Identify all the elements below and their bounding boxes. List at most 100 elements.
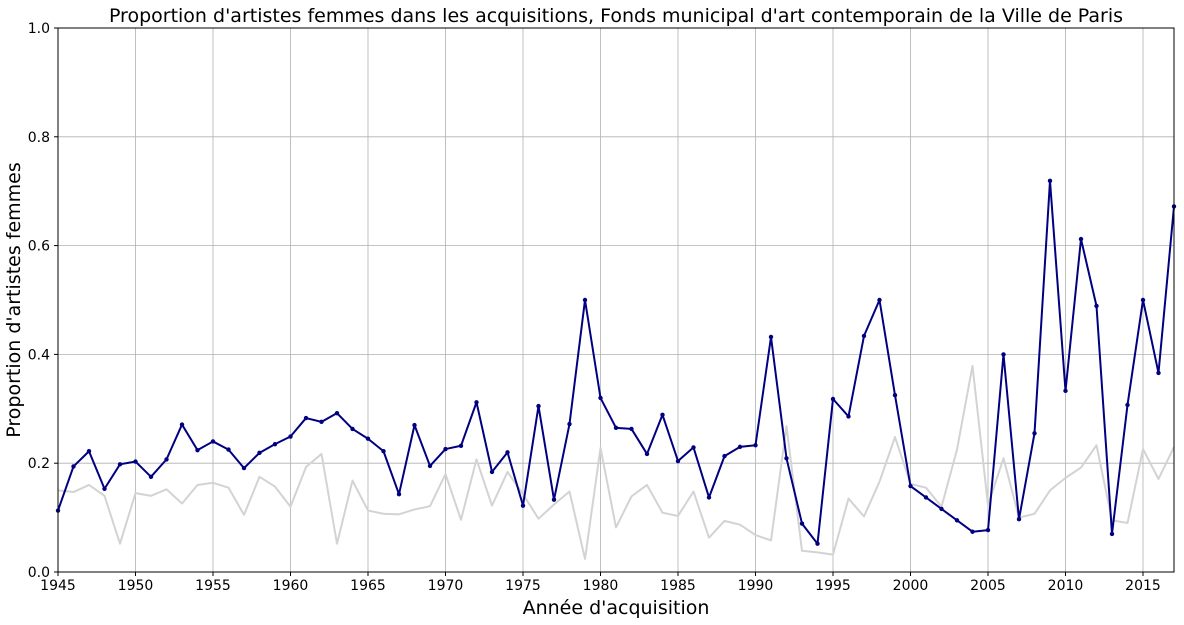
data-point [660, 412, 665, 417]
x-tick-label: 1985 [660, 578, 696, 594]
data-point [489, 469, 495, 475]
data-point [427, 463, 433, 469]
data-point [567, 421, 572, 427]
data-point [474, 400, 479, 405]
plot-area-frame [57, 27, 1175, 573]
data-point [582, 297, 588, 303]
series-line-2 [57, 364, 1175, 560]
data-point [443, 446, 448, 452]
data-point [365, 436, 371, 441]
data-point [241, 465, 247, 471]
data-point [179, 422, 185, 427]
data-point [1140, 297, 1146, 303]
x-tick-label: 1945 [40, 578, 76, 594]
data-point [830, 396, 836, 402]
x-tick-label: 2000 [893, 578, 929, 594]
x-tick-label: 1980 [583, 578, 619, 594]
data-point [520, 503, 526, 508]
x-tick-label: 1955 [195, 578, 231, 594]
data-point [1094, 303, 1099, 309]
data-point [768, 334, 774, 340]
data-point [877, 297, 882, 303]
data-point [799, 521, 805, 526]
data-point [303, 415, 309, 421]
data-point [784, 456, 789, 461]
data-point [970, 529, 975, 534]
data-point [536, 403, 541, 409]
x-tick-label: 2005 [970, 578, 1006, 594]
data-point [706, 495, 712, 500]
y-tick-label: 0.8 [28, 130, 50, 146]
x-tick-label: 1960 [273, 578, 309, 594]
data-point [923, 495, 929, 500]
data-point [257, 450, 262, 456]
y-axis-label: Proportion d'artistes femmes [3, 162, 25, 438]
data-point [319, 419, 324, 425]
data-point [381, 449, 386, 454]
data-point [691, 445, 696, 450]
x-tick-label: 1990 [738, 578, 774, 594]
data-point [350, 426, 355, 432]
x-tick-label: 1975 [505, 578, 541, 594]
data-point [908, 483, 913, 489]
chart-title: Proportion d'artistes femmes dans les ac… [109, 5, 1123, 27]
x-axis-label: Année d'acquisition [523, 597, 710, 619]
x-tick-label: 1970 [428, 578, 464, 594]
data-point [1047, 178, 1053, 184]
x-tick-label: 1950 [118, 578, 154, 594]
data-point [939, 506, 944, 512]
gridlines [57, 27, 1174, 573]
y-tick-label: 1.0 [28, 21, 50, 37]
data-point [102, 486, 107, 491]
data-point [1109, 531, 1115, 537]
x-tick-label: 1995 [815, 578, 851, 594]
data-point [1016, 517, 1022, 522]
series-line-1 [57, 179, 1175, 545]
data-point [613, 425, 619, 431]
data-point [954, 518, 960, 523]
data-point [334, 410, 340, 416]
data-point [210, 439, 216, 444]
data-point [753, 443, 758, 448]
series-layer [55, 178, 1177, 560]
data-point [133, 459, 138, 464]
data-point [148, 474, 154, 479]
x-tick-label: 1965 [350, 578, 386, 594]
data-point [892, 393, 898, 398]
data-point [71, 464, 76, 469]
data-point [1001, 352, 1006, 357]
data-point [846, 414, 851, 419]
data-point [458, 443, 464, 448]
data-point [1032, 431, 1037, 436]
data-point [396, 492, 402, 497]
y-tick-label: 0.0 [28, 565, 50, 581]
data-point [815, 541, 820, 546]
data-point [598, 395, 603, 401]
data-point [412, 422, 417, 428]
data-point [629, 426, 634, 432]
data-point [737, 444, 743, 450]
data-point [1063, 388, 1068, 394]
y-tick-label: 0.6 [28, 239, 50, 255]
data-point [272, 441, 278, 447]
data-point [1078, 236, 1084, 242]
data-point [1156, 370, 1161, 376]
y-tick-label: 0.2 [28, 456, 50, 472]
axis-ticks: 1945 1950 1955 1960 1965 1970 1975 1980 1985 1990… [28, 21, 1161, 594]
data-point [985, 527, 991, 533]
data-point [505, 450, 510, 455]
data-point [164, 457, 169, 462]
data-point [861, 333, 867, 339]
data-point [675, 458, 681, 464]
data-point [1125, 402, 1130, 408]
data-point [195, 447, 200, 453]
data-point [644, 451, 650, 457]
data-point [117, 462, 123, 467]
x-tick-label: 2015 [1125, 578, 1161, 594]
data-point [288, 434, 293, 439]
data-point [86, 449, 92, 454]
data-point [551, 497, 557, 502]
y-tick-label: 0.4 [28, 347, 50, 363]
data-point [722, 453, 727, 459]
